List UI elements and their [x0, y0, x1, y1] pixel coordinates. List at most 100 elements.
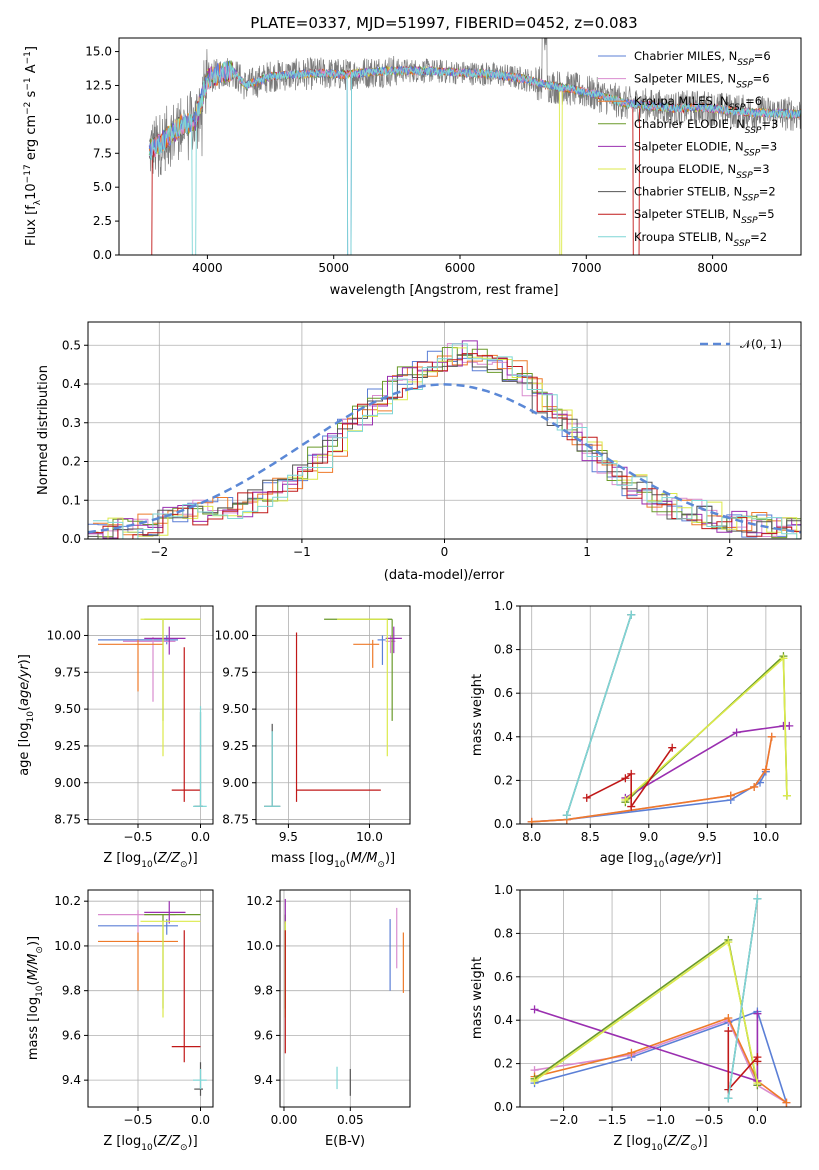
normal-curve: [88, 383, 801, 534]
weight-marker: [668, 743, 677, 752]
axes-frame: [87, 605, 214, 825]
plot-area-weight-vs-Z: [530, 894, 791, 1107]
plot-area-residuals: [88, 340, 801, 539]
weight-marker: [782, 791, 791, 800]
weight-marker: [582, 793, 591, 802]
axes-frame: [519, 605, 802, 825]
x-axis-label: (data-model)/error: [384, 568, 505, 583]
axes-frame: [279, 889, 411, 1108]
y-tick-label: 1.0: [494, 599, 513, 613]
legend-entry: Chabrier ELODIE, NSSP=3: [634, 117, 778, 136]
y-axis-label: age [log10(age/yr)]: [17, 654, 36, 776]
x-tick-label: −1: [293, 545, 311, 559]
x-tick-label: 9.5: [698, 830, 717, 844]
x-axis-label: Z [log10(Z/Z⊙)]: [103, 851, 197, 870]
x-tick-label: 0: [441, 545, 449, 559]
chart-title: PLATE=0337, MJD=51997, FIBERID=0452, z=0…: [250, 14, 637, 32]
weight-line: [566, 614, 632, 816]
weight-marker: [724, 1014, 733, 1023]
y-tick-label: 5.0: [93, 180, 112, 194]
x-tick-label: 8.5: [581, 830, 600, 844]
weight-marker: [724, 938, 733, 947]
x-tick-label: −0.5: [123, 1113, 152, 1127]
weight-marker: [785, 721, 794, 730]
y-tick-label: 0.1: [62, 493, 81, 507]
y-tick-label: 9.25: [54, 739, 81, 753]
x-axis-label: Z [log10(Z/Z⊙)]: [613, 1134, 707, 1153]
y-tick-label: 9.6: [254, 1028, 273, 1042]
weight-marker: [627, 1048, 636, 1057]
legend-entry: Salpeter MILES, NSSP=6: [634, 72, 770, 91]
x-axis-label: wavelength [Angstrom, rest frame]: [330, 283, 559, 298]
y-tick-label: 0.4: [62, 377, 81, 391]
weight-marker: [779, 654, 788, 663]
y-tick-label: 0.2: [494, 1057, 513, 1071]
legend-entry: Kroupa STELIB, NSSP=2: [634, 230, 767, 249]
x-tick-label: −0.5: [123, 830, 152, 844]
spectrum-model-line: [148, 61, 801, 255]
y-tick-label: 10.00: [215, 628, 249, 642]
y-tick-label: 0.2: [494, 773, 513, 787]
y-tick-label: 0.6: [494, 686, 513, 700]
weight-marker: [782, 1098, 791, 1107]
y-tick-label: 9.8: [254, 984, 273, 998]
weight-marker: [753, 894, 762, 903]
weight-marker: [753, 1009, 762, 1018]
weight-marker: [621, 774, 630, 783]
x-axis-label: Z [log10(Z/Z⊙)]: [103, 1134, 197, 1153]
y-axis-label: mass weight: [470, 674, 485, 756]
y-tick-label: 2.5: [93, 214, 112, 228]
weight-marker: [724, 1027, 733, 1036]
axes-weight-vs-Z: −2.0 −1.5 −1.0 −0.5 0.0 0.0 0.2 0.4 0.6 0.8 1.0: [494, 883, 802, 1127]
y-tick-label: 0.0: [93, 248, 112, 262]
residual-histogram: [88, 343, 801, 539]
x-tick-label: 10.0: [753, 830, 780, 844]
y-tick-label: 0.0: [494, 1100, 513, 1114]
weight-marker: [750, 782, 759, 791]
legend-entry: Chabrier STELIB, NSSP=2: [634, 185, 776, 204]
plot-area-spectrum: [148, 38, 801, 255]
plot-area-mass-vs-Z: [98, 901, 207, 1096]
y-tick-label: 10.0: [85, 112, 112, 126]
weight-marker: [530, 1005, 539, 1014]
y-tick-label: 0.5: [62, 338, 81, 352]
y-tick-label: 0.0: [62, 532, 81, 546]
x-tick-label: 0.00: [271, 1113, 298, 1127]
x-tick-label: 9.5: [279, 830, 298, 844]
legend-entry: Salpeter ELODIE, NSSP=3: [634, 139, 777, 158]
x-tick-label: 7000: [571, 261, 602, 275]
x-tick-label: −1.0: [646, 1113, 675, 1127]
y-tick-label: 7.5: [93, 146, 112, 160]
weight-marker: [753, 1057, 762, 1066]
weight-line: [727, 898, 759, 1099]
x-tick-label: 8000: [697, 261, 728, 275]
y-axis-label: mass weight: [470, 957, 485, 1039]
y-tick-label: 9.6: [62, 1028, 81, 1042]
y-tick-label: 10.0: [54, 939, 81, 953]
weight-marker: [627, 769, 636, 778]
y-tick-label: 9.4: [62, 1073, 81, 1087]
axes-age-vs-Z: −0.5 0.0 8.75 9.00 9.25 9.50 9.75 10.00: [47, 605, 214, 844]
legend-entry: 𝒩(0, 1): [740, 337, 782, 351]
plot-area-age-vs-Z: [98, 618, 207, 807]
y-tick-label: 0.4: [494, 730, 513, 744]
residual-histogram: [93, 343, 801, 539]
y-tick-label: 8.75: [54, 813, 81, 827]
y-tick-label: 10.2: [54, 894, 81, 908]
axes-residuals: −2 −1 0 1 2 0.0 0.1 0.2 0.3 0.4 0.5: [62, 321, 802, 559]
weight-marker: [621, 796, 630, 805]
y-tick-label: 9.00: [54, 776, 81, 790]
y-axis-label: Flux [fλ10−17 erg cm−2 s−1 A−1]: [23, 46, 43, 246]
residual-histogram: [88, 350, 801, 538]
y-tick-label: 9.50: [222, 702, 249, 716]
plot-area-mass-vs-EBV: [284, 898, 404, 1096]
y-tick-label: 10.0: [246, 939, 273, 953]
plot-area-age-vs-mass: [264, 618, 402, 807]
y-axis-label: Normed distribution: [36, 365, 51, 495]
weight-marker: [724, 1094, 733, 1103]
legend-entry: Chabrier MILES, NSSP=6: [634, 49, 771, 68]
y-tick-label: 15.0: [85, 45, 112, 59]
x-tick-label: −2: [150, 545, 168, 559]
axes-weight-vs-age: 8.0 8.5 9.0 9.5 10.0 0.0 0.2 0.4 0.6 0.8 1.0: [494, 599, 802, 844]
